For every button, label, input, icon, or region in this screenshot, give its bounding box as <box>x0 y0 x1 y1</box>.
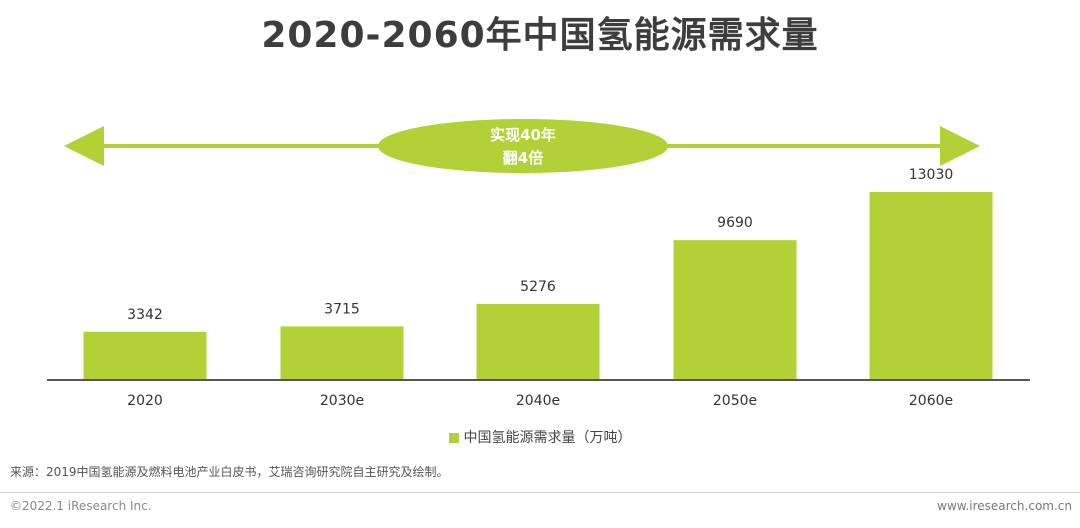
x-tick-2050e: 2050e <box>713 393 757 409</box>
callout-ellipse <box>378 119 668 173</box>
callout-line2: 翻4倍 <box>503 149 543 167</box>
x-tick-2060e: 2060e <box>909 393 953 409</box>
growth-arrow: 实现40年 翻4倍 <box>64 119 980 173</box>
data-label-2060e: 13030 <box>909 167 954 183</box>
source-note: 来源：2019中国氢能源及燃料电池产业白皮书，艾瑞咨询研究院自主研究及绘制。 <box>10 465 449 479</box>
data-label-2050e: 9690 <box>717 215 753 231</box>
footer-divider <box>0 492 1080 493</box>
data-label-2020: 3342 <box>127 307 163 323</box>
bar-2040e <box>476 303 600 380</box>
x-tick-2030e: 2030e <box>320 393 364 409</box>
callout-line1: 实现40年 <box>490 126 556 144</box>
chart-title: 2020-2060年中国氢能源需求量 <box>261 15 819 56</box>
data-label-2040e: 5276 <box>520 279 556 295</box>
bar-2060e <box>869 192 993 380</box>
bars-group: 3342 2020 3715 2030e 5276 2040e 9690 2050e 13030… <box>83 167 993 409</box>
website: www.iresearch.com.cn <box>937 499 1072 513</box>
data-label-2030e: 3715 <box>324 301 360 317</box>
legend-swatch <box>448 433 459 443</box>
x-tick-2020: 2020 <box>127 393 163 409</box>
bar-2020 <box>83 331 207 380</box>
legend-label: 中国氢能源需求量（万吨） <box>463 430 632 446</box>
x-tick-2040e: 2040e <box>516 393 560 409</box>
bar-2050e <box>673 240 797 380</box>
bar-2030e <box>280 326 404 380</box>
legend: 中国氢能源需求量（万吨） <box>0 427 1080 447</box>
copyright: ©2022.1 iResearch Inc. <box>10 499 152 513</box>
